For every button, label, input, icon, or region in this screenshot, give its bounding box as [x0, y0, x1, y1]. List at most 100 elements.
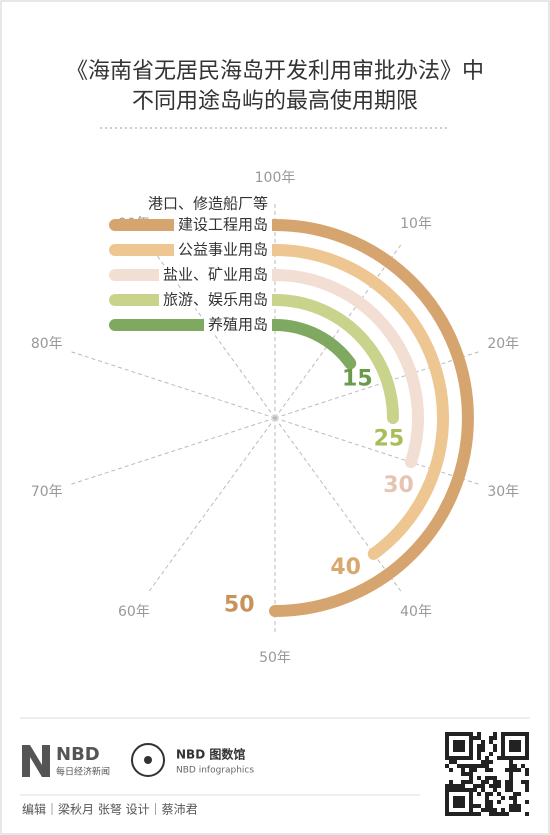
qr-cell	[485, 756, 489, 760]
qr-cell	[517, 808, 521, 812]
label-bg	[158, 265, 272, 284]
brand-logo: NBD 每日经济新闻	[22, 744, 110, 778]
studio-logo-dot	[144, 756, 152, 764]
qr-cell	[517, 748, 521, 752]
qr-cell	[465, 732, 469, 736]
qr-cell	[497, 800, 501, 804]
title-line: 不同用途岛屿的最高使用期限	[132, 89, 418, 114]
qr-cell	[493, 776, 497, 780]
qr-cell	[461, 788, 465, 792]
qr-cell	[461, 796, 465, 800]
series-label: 港口、修造船厂等	[148, 195, 268, 213]
value-label: 25	[374, 427, 405, 452]
qr-cell	[525, 744, 529, 748]
qr-cell	[469, 736, 473, 740]
spoke	[274, 417, 402, 593]
qr-cell	[469, 800, 473, 804]
qr-cell	[513, 768, 517, 772]
series-label: 盐业、矿业用岛	[163, 266, 268, 284]
tick-label: 40年	[400, 604, 432, 620]
qr-cell	[481, 760, 485, 764]
qr-cell	[525, 732, 529, 736]
qr-cell	[517, 804, 521, 808]
qr-cell	[509, 808, 513, 812]
qr-cell	[465, 812, 469, 816]
qr-cell	[489, 808, 493, 812]
qr-cell	[469, 756, 473, 760]
qr-cell	[477, 792, 481, 796]
qr-cell	[489, 776, 493, 780]
qr-cell	[509, 784, 513, 788]
qr-cell	[509, 740, 513, 744]
qr-cell	[457, 732, 461, 736]
qr-cell	[493, 780, 497, 784]
qr-cell	[509, 768, 513, 772]
qr-cell	[493, 808, 497, 812]
qr-cell	[525, 780, 529, 784]
qr-cell	[521, 764, 525, 768]
qr-cell	[505, 732, 509, 736]
qr-cell	[509, 744, 513, 748]
qr-cell	[473, 784, 477, 788]
qr-cell	[501, 808, 505, 812]
qr-cell	[453, 756, 457, 760]
qr-cell	[525, 736, 529, 740]
qr-cell	[457, 800, 461, 804]
qr-cell	[513, 764, 517, 768]
qr-cell	[449, 760, 453, 764]
qr-cell	[501, 796, 505, 800]
qr-cell	[453, 796, 457, 800]
qr-cell	[457, 764, 461, 768]
qr-cell	[477, 804, 481, 808]
qr-cell	[517, 744, 521, 748]
qr-cell	[469, 752, 473, 756]
qr-cell	[469, 764, 473, 768]
qr-cell	[489, 768, 493, 772]
qr-cell	[481, 808, 485, 812]
qr-cell	[525, 752, 529, 756]
qr-cell	[457, 740, 461, 744]
qr-cell	[477, 784, 481, 788]
value-label: 15	[342, 366, 373, 391]
qr-cell	[477, 764, 481, 768]
qr-cell	[453, 784, 457, 788]
qr-cell	[493, 736, 497, 740]
qr-cell	[473, 768, 477, 772]
qr-cell	[517, 732, 521, 736]
qr-cell	[477, 812, 481, 816]
qr-cell	[513, 808, 517, 812]
series-label: 养殖用岛	[208, 316, 268, 334]
qr-cell	[505, 756, 509, 760]
qr-cell	[509, 756, 513, 760]
qr-cell	[489, 736, 493, 740]
qr-cell	[501, 752, 505, 756]
tick-label: 100年	[255, 170, 296, 186]
qr-cell	[453, 812, 457, 816]
qr-cell	[469, 772, 473, 776]
qr-cell	[445, 764, 449, 768]
qr-cell	[505, 768, 509, 772]
qr-cell	[453, 748, 457, 752]
qr-cell	[489, 812, 493, 816]
qr-cell	[473, 812, 477, 816]
qr-cell	[449, 780, 453, 784]
qr-cell	[513, 748, 517, 752]
qr-cell	[445, 756, 449, 760]
qr-cell	[505, 788, 509, 792]
tick-label: 60年	[118, 604, 150, 620]
qr-cell	[461, 756, 465, 760]
qr-cell	[457, 804, 461, 808]
qr-cell	[461, 740, 465, 744]
qr-cell	[461, 744, 465, 748]
qr-cell	[489, 804, 493, 808]
title-line: 《海南省无居民海岛开发利用审批办法》中	[66, 59, 484, 84]
qr-cell	[445, 800, 449, 804]
qr-cell	[449, 812, 453, 816]
qr-cell	[449, 732, 453, 736]
qr-cell	[509, 772, 513, 776]
studio: NBD 图数馆	[176, 747, 245, 762]
qr-cell	[473, 788, 477, 792]
qr-cell	[521, 780, 525, 784]
label-bg	[173, 240, 272, 259]
qr-cell	[465, 772, 469, 776]
